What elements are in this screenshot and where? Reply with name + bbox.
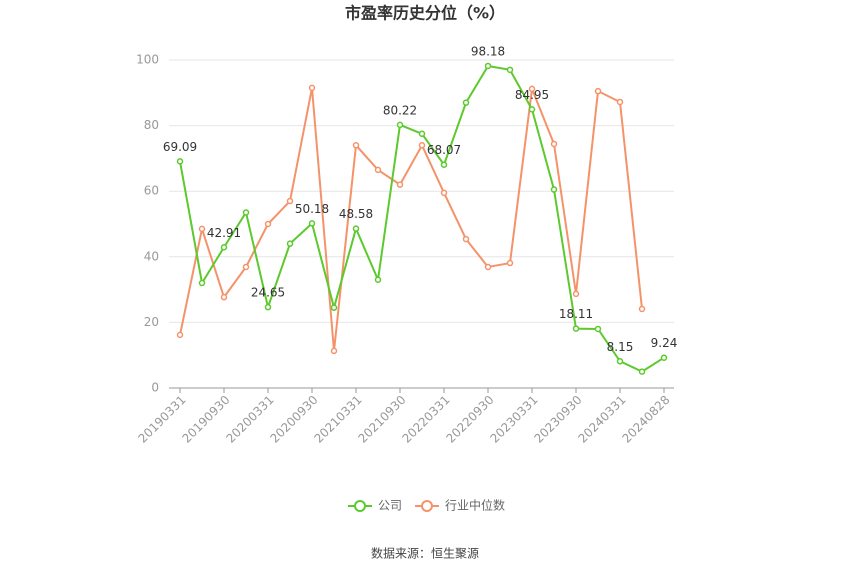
data-point <box>616 358 624 365</box>
data-point <box>506 66 514 74</box>
data-point <box>286 240 294 247</box>
y-tick-label: 80 <box>144 118 159 132</box>
data-point <box>220 293 228 301</box>
data-point <box>176 331 184 339</box>
data-point <box>264 303 272 311</box>
source-note: 数据来源：恒生聚源 <box>371 546 479 561</box>
data-point <box>484 62 492 70</box>
data-point <box>176 158 184 165</box>
data-point <box>462 235 470 243</box>
data-point <box>660 354 668 361</box>
data-point <box>374 166 382 174</box>
data-point <box>198 279 206 287</box>
y-tick-label: 100 <box>136 53 159 67</box>
data-point <box>396 121 404 129</box>
chart-title: 市盈率历史分位（%） <box>345 4 505 23</box>
data-point <box>572 290 580 298</box>
data-label: 9.24 <box>651 336 678 350</box>
y-tick-label: 20 <box>144 315 159 329</box>
data-label: 69.09 <box>163 140 197 154</box>
data-label: 18.11 <box>559 307 593 321</box>
data-point <box>330 347 338 355</box>
data-point <box>198 225 206 233</box>
data-point <box>506 259 514 267</box>
data-point <box>264 220 272 228</box>
data-label: 80.22 <box>383 103 417 117</box>
legend-label: 行业中位数 <box>445 498 505 513</box>
data-point <box>572 325 580 332</box>
data-point <box>374 276 382 284</box>
data-point <box>550 140 558 148</box>
data-point <box>440 189 448 197</box>
legend-label: 公司 <box>378 499 402 513</box>
data-point <box>440 161 448 168</box>
data-point <box>616 98 624 106</box>
x-tick-label: 20240828 <box>620 393 673 446</box>
data-point <box>330 304 338 311</box>
data-label: 42.91 <box>207 226 241 240</box>
data-point <box>484 263 492 271</box>
data-point <box>352 225 360 232</box>
data-label: 68.07 <box>427 143 461 157</box>
data-point <box>594 325 602 333</box>
y-tick-label: 60 <box>144 184 159 198</box>
data-point <box>220 244 228 251</box>
data-point <box>528 85 536 93</box>
data-point <box>242 263 250 271</box>
data-label: 84.95 <box>515 88 549 102</box>
data-point <box>594 87 602 95</box>
legend-marker <box>354 500 366 512</box>
series-line <box>179 64 665 373</box>
data-point <box>242 209 250 216</box>
data-point <box>396 181 404 188</box>
data-point <box>528 106 536 113</box>
data-label: 8.15 <box>607 340 634 354</box>
data-label: 48.58 <box>339 207 373 221</box>
legend-marker <box>421 500 433 512</box>
data-point <box>418 130 426 138</box>
y-tick-label: 40 <box>144 249 159 263</box>
data-label: 24.65 <box>251 286 285 300</box>
data-point <box>352 142 360 149</box>
data-point <box>550 186 558 193</box>
data-point <box>308 84 316 92</box>
series-line <box>179 84 643 352</box>
data-label: 50.18 <box>295 202 329 216</box>
data-point <box>638 368 646 375</box>
data-point <box>638 305 646 313</box>
y-tick-label: 0 <box>151 381 159 395</box>
data-point <box>308 220 316 227</box>
data-point <box>462 99 470 106</box>
data-label: 98.18 <box>471 44 505 58</box>
data-point <box>418 142 426 149</box>
data-point <box>286 197 294 205</box>
